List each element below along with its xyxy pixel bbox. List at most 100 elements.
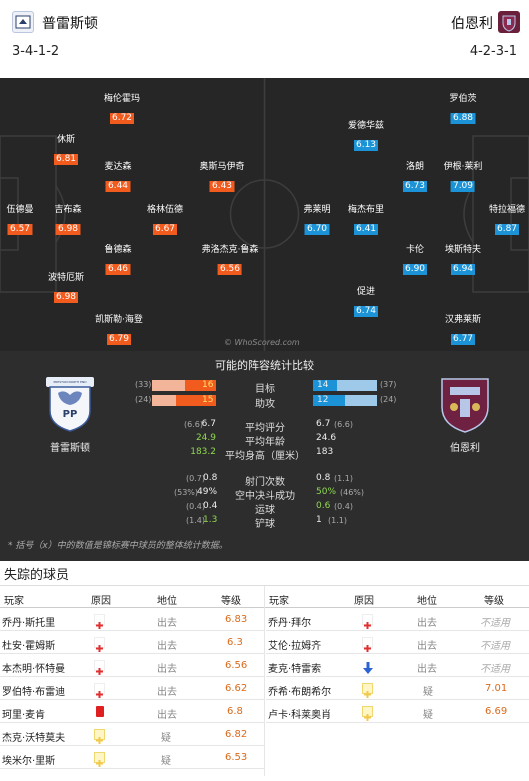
- away-player[interactable]: 罗伯茨 6.88: [449, 94, 477, 124]
- away-player[interactable]: 爱德华兹 6.13: [348, 121, 384, 151]
- home-badge-name[interactable]: 普雷斯顿: [50, 443, 90, 454]
- home-player[interactable]: 休斯 6.81: [53, 135, 79, 165]
- table-row[interactable]: 珂里·麦肯 出去 6.8: [0, 701, 264, 723]
- player-name: 吉布森: [54, 205, 82, 215]
- match-header: 普雷斯顿 3-4-1-2 伯恩利 4-2-3-1: [0, 0, 529, 78]
- home-player[interactable]: 伍德曼 6.57: [6, 205, 34, 235]
- player-name[interactable]: 埃米尔·里斯: [2, 756, 56, 767]
- home-player[interactable]: 波特厄斯 6.98: [48, 273, 84, 303]
- home-badge-text: PP: [62, 409, 78, 420]
- table-row[interactable]: 乔希·布朗希尔 疑 7.01: [266, 678, 529, 700]
- player-name[interactable]: 乔丹·斯托里: [2, 618, 56, 629]
- missing-title: 失踪的球员: [4, 568, 70, 583]
- rating: 6.56: [225, 660, 248, 671]
- player-rating: 7.09: [450, 181, 476, 192]
- rating: 不适用: [480, 641, 510, 652]
- away-sub: (1.1): [334, 474, 353, 483]
- home-team-logo[interactable]: [12, 11, 34, 33]
- away-total: (37): [380, 380, 397, 389]
- player-name: 洛朗: [405, 162, 425, 172]
- player-name[interactable]: 卢卡·科莱奥肖: [268, 710, 332, 721]
- home-badge-icon: [44, 377, 96, 433]
- table-row[interactable]: 乔丹·拜尔 出去 不适用: [266, 609, 529, 631]
- home-team-name[interactable]: 普雷斯顿: [42, 16, 98, 32]
- table-row[interactable]: 罗伯特·布雷迪 出去 6.62: [0, 678, 264, 700]
- home-player[interactable]: 奥斯马伊奇 6.43: [199, 162, 245, 192]
- home-player[interactable]: 凯斯勒·海登 6.79: [95, 315, 143, 345]
- stat-row: 183.2 平均身高（厘米） 183: [0, 447, 529, 462]
- player-name: 麦达森: [104, 162, 132, 172]
- home-player[interactable]: 吉布森 6.98: [54, 205, 82, 235]
- status: 疑: [161, 733, 171, 744]
- table-row[interactable]: 艾伦·拉姆齐 出去 不适用: [266, 632, 529, 654]
- stat-label: 平均身高（厘米）: [225, 451, 305, 462]
- away-player[interactable]: 特拉福德 6.87: [489, 205, 525, 235]
- home-value: 183.2: [190, 447, 216, 457]
- player-name[interactable]: 艾伦·拉姆齐: [268, 641, 322, 652]
- home-value: 0.4: [203, 501, 218, 511]
- player-name: 奥斯马伊奇: [199, 162, 245, 172]
- stat-label: 平均评分: [245, 423, 285, 434]
- status: 出去: [417, 618, 437, 629]
- stat-label: 运球: [255, 505, 275, 516]
- player-name[interactable]: 罗伯特·布雷迪: [2, 687, 66, 698]
- stat-label: 射门次数: [245, 477, 285, 488]
- status: 出去: [417, 664, 437, 675]
- stat-label: 助攻: [255, 399, 275, 410]
- home-value: 49%: [197, 487, 218, 497]
- player-name[interactable]: 珂里·麦肯: [2, 710, 46, 721]
- home-bar: [185, 380, 216, 391]
- footnote: * 括号（x）中的数值是锦标赛中球员的整体统计数据。: [8, 541, 228, 551]
- away-value: 0.6: [316, 501, 331, 511]
- table-row[interactable]: 杜安·霍姆斯 出去 6.3: [0, 632, 264, 654]
- away-sub: (0.4): [334, 502, 353, 511]
- away-player[interactable]: 洛朗 6.73: [402, 162, 428, 192]
- col-rating: 等级: [221, 596, 241, 607]
- home-player[interactable]: 弗洛杰克·鲁森 6.56: [202, 245, 258, 275]
- home-value: 1.3: [203, 515, 218, 525]
- lineup-comparison: 可能的阵容统计比较 PRESTON NORTH END PP 普雷斯顿 伯恩利 …: [0, 351, 529, 561]
- status: 疑: [423, 710, 433, 721]
- player-name: 弗莱明: [303, 205, 331, 215]
- home-player[interactable]: 麦达森 6.44: [104, 162, 132, 192]
- player-name[interactable]: 麦克·特雷索: [268, 664, 322, 675]
- away-sub: (46%): [340, 488, 365, 497]
- home-player[interactable]: 格林伍德 6.67: [147, 205, 183, 235]
- player-name: 波特厄斯: [47, 273, 85, 283]
- player-name[interactable]: 乔希·布朗希尔: [268, 687, 332, 698]
- stat-row: (53%) 49% 空中决斗成功 50% (46%): [0, 487, 529, 502]
- away-player[interactable]: 伊根·莱利 7.09: [443, 162, 483, 192]
- table-row[interactable]: 埃米尔·里斯 疑 6.53: [0, 747, 264, 769]
- rating: 6.62: [225, 683, 248, 694]
- table-row[interactable]: 本杰明·怀特曼 出去 6.56: [0, 655, 264, 677]
- player-name: 罗伯茨: [449, 94, 477, 104]
- away-team-logo[interactable]: [498, 11, 520, 33]
- away-player[interactable]: 汉弗莱斯 6.77: [445, 315, 481, 345]
- away-team-name[interactable]: 伯恩利: [451, 16, 493, 32]
- away-player[interactable]: 卡伦 6.90: [402, 245, 428, 275]
- table-row[interactable]: 杰克·沃特莫夫 疑 6.82: [0, 724, 264, 746]
- player-name: 伊根·莱利: [443, 162, 483, 172]
- player-name[interactable]: 本杰明·怀特曼: [2, 664, 66, 675]
- doubt-icon: [94, 752, 105, 767]
- away-player[interactable]: 促进 6.74: [353, 287, 379, 317]
- injury-icon: [94, 614, 105, 629]
- home-value: 24.9: [195, 433, 216, 443]
- player-name: 梅伦霍玛: [103, 94, 141, 104]
- home-player[interactable]: 梅伦霍玛 6.72: [104, 94, 140, 124]
- away-badge-name[interactable]: 伯恩利: [450, 443, 480, 454]
- table-row[interactable]: 卢卡·科莱奥肖 疑 6.69: [266, 701, 529, 723]
- away-player[interactable]: 梅杰布里 6.41: [348, 205, 384, 235]
- table-row[interactable]: 乔丹·斯托里 出去 6.83: [0, 609, 264, 631]
- away-player[interactable]: 弗莱明 6.70: [303, 205, 331, 235]
- rating: 6.53: [225, 752, 248, 763]
- table-row[interactable]: 麦克·特雷索 出去 不适用: [266, 655, 529, 677]
- status: 疑: [423, 687, 433, 698]
- player-name[interactable]: 杜安·霍姆斯: [2, 641, 56, 652]
- rating: 7.01: [485, 683, 508, 694]
- player-name[interactable]: 乔丹·拜尔: [268, 618, 312, 629]
- away-player[interactable]: 埃斯特夫 6.94: [445, 245, 481, 275]
- home-player[interactable]: 鲁德森 6.46: [104, 245, 132, 275]
- player-rating: 6.43: [209, 181, 235, 192]
- player-name[interactable]: 杰克·沃特莫夫: [2, 733, 66, 744]
